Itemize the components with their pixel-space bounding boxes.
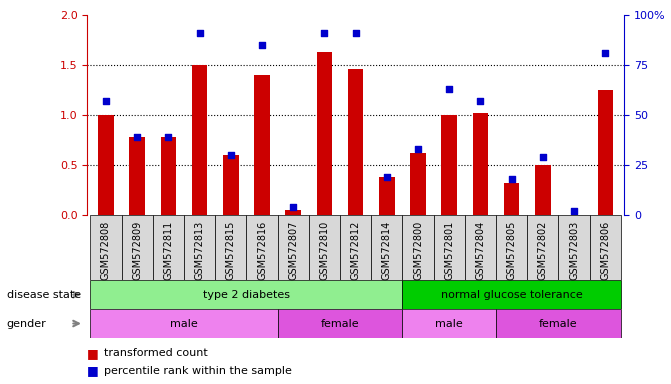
- Bar: [590, 215, 621, 280]
- Text: GSM572812: GSM572812: [351, 220, 360, 280]
- Text: GSM572804: GSM572804: [476, 220, 485, 280]
- Bar: [558, 215, 590, 280]
- Bar: [278, 309, 403, 338]
- Bar: [309, 215, 340, 280]
- Bar: [527, 215, 558, 280]
- Text: GSM572801: GSM572801: [444, 220, 454, 280]
- Point: [319, 30, 329, 36]
- Point: [132, 134, 142, 140]
- Bar: [442, 115, 457, 215]
- Point: [194, 30, 205, 36]
- Bar: [403, 215, 433, 280]
- Point: [288, 204, 299, 210]
- Bar: [98, 115, 114, 215]
- Bar: [496, 309, 621, 338]
- Bar: [246, 215, 278, 280]
- Bar: [496, 215, 527, 280]
- Point: [256, 42, 267, 48]
- Text: ■: ■: [87, 364, 99, 377]
- Bar: [130, 137, 145, 215]
- Point: [507, 176, 517, 182]
- Bar: [184, 215, 215, 280]
- Bar: [472, 113, 488, 215]
- Bar: [223, 155, 239, 215]
- Bar: [410, 153, 426, 215]
- Bar: [215, 215, 246, 280]
- Text: GSM572813: GSM572813: [195, 220, 205, 280]
- Text: GSM572816: GSM572816: [257, 220, 267, 280]
- Bar: [285, 210, 301, 215]
- Point: [413, 146, 423, 152]
- Bar: [192, 65, 207, 215]
- Text: male: male: [435, 318, 463, 329]
- Text: ■: ■: [87, 347, 99, 360]
- Bar: [160, 137, 176, 215]
- Text: GSM572814: GSM572814: [382, 220, 392, 280]
- Text: GSM572815: GSM572815: [226, 220, 236, 280]
- Text: transformed count: transformed count: [104, 348, 208, 358]
- Bar: [348, 69, 364, 215]
- Text: GSM572808: GSM572808: [101, 220, 111, 280]
- Point: [475, 98, 486, 104]
- Bar: [317, 52, 332, 215]
- Text: GSM572803: GSM572803: [569, 220, 579, 280]
- Text: GSM572807: GSM572807: [289, 220, 298, 280]
- Bar: [91, 215, 121, 280]
- Text: GSM572811: GSM572811: [163, 220, 173, 280]
- Bar: [433, 215, 465, 280]
- Text: GSM572805: GSM572805: [507, 220, 517, 280]
- Point: [569, 208, 580, 214]
- Text: normal glucose tolerance: normal glucose tolerance: [441, 290, 582, 300]
- Point: [382, 174, 393, 180]
- Point: [225, 152, 236, 158]
- Point: [444, 86, 455, 92]
- Bar: [504, 183, 519, 215]
- Point: [350, 30, 361, 36]
- Text: percentile rank within the sample: percentile rank within the sample: [104, 366, 292, 376]
- Text: type 2 diabetes: type 2 diabetes: [203, 290, 290, 300]
- Bar: [340, 215, 371, 280]
- Text: gender: gender: [7, 318, 46, 329]
- Text: GSM572810: GSM572810: [319, 220, 329, 280]
- Bar: [535, 165, 551, 215]
- Bar: [91, 309, 278, 338]
- Text: GSM572809: GSM572809: [132, 220, 142, 280]
- Text: GSM572806: GSM572806: [601, 220, 611, 280]
- Point: [600, 50, 611, 56]
- Point: [537, 154, 548, 160]
- Bar: [465, 215, 496, 280]
- Text: female: female: [539, 318, 578, 329]
- Bar: [371, 215, 403, 280]
- Bar: [403, 280, 621, 309]
- Text: GSM572802: GSM572802: [538, 220, 548, 280]
- Bar: [278, 215, 309, 280]
- Bar: [91, 280, 403, 309]
- Bar: [403, 309, 496, 338]
- Point: [101, 98, 111, 104]
- Point: [163, 134, 174, 140]
- Bar: [121, 215, 153, 280]
- Text: disease state: disease state: [7, 290, 81, 300]
- Bar: [379, 177, 395, 215]
- Text: male: male: [170, 318, 198, 329]
- Bar: [153, 215, 184, 280]
- Bar: [597, 90, 613, 215]
- Bar: [254, 75, 270, 215]
- Text: female: female: [321, 318, 360, 329]
- Text: GSM572800: GSM572800: [413, 220, 423, 280]
